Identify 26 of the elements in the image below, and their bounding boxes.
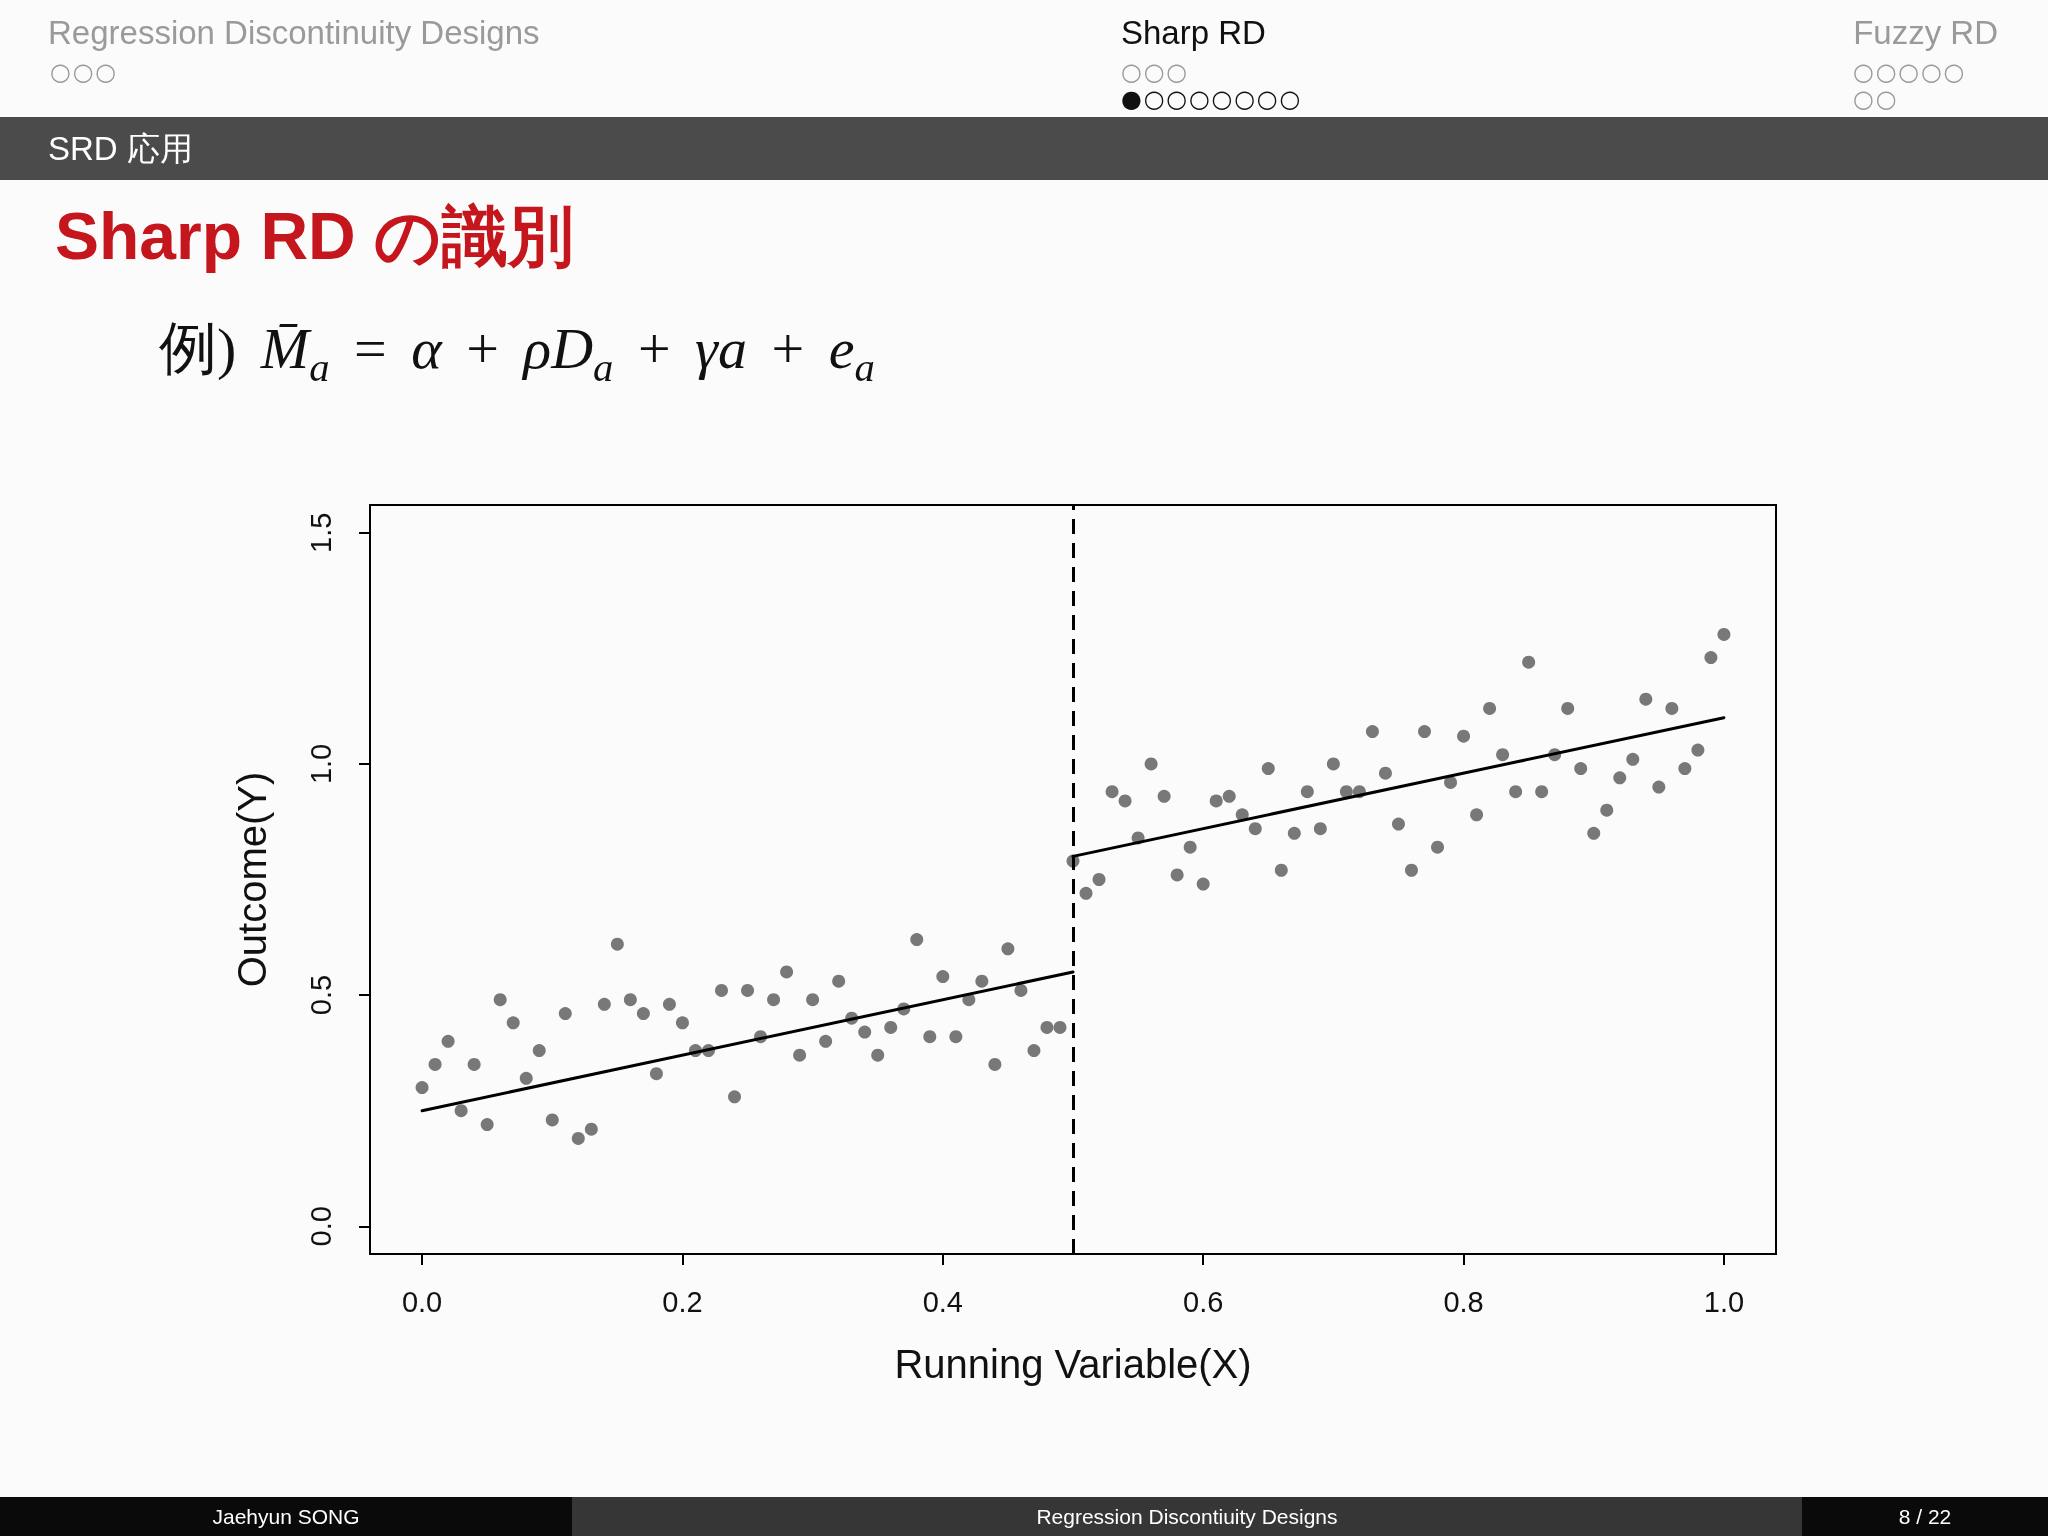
text: ○○: [1853, 85, 1899, 113]
chart-title: Sharp RD の識別: [55, 199, 575, 273]
x-tick-label: 0.0: [401, 1285, 443, 1318]
text: 例) M̄$_{a}$ = α + ρD$_{a}$ + γa + e$_{a}$: [159, 316, 875, 390]
text: ○○○: [1121, 58, 1189, 86]
y-axis-title: Outcome(Y): [230, 771, 274, 988]
x-tick-label: 0.8: [1443, 1285, 1484, 1318]
text: SRD 応用: [48, 130, 193, 167]
y-tick-label: 0.5: [304, 974, 337, 1016]
text: Jaehyun SONG: [211, 1505, 361, 1528]
x-tick-label: 1.0: [1703, 1285, 1745, 1318]
text: ○○○○○: [1853, 58, 1967, 86]
x-tick-label: 0.2: [662, 1285, 703, 1318]
text: Sharp RD: [1121, 14, 1266, 51]
y-tick-label: 1.5: [304, 512, 337, 553]
x-tick-label: 0.4: [922, 1285, 963, 1318]
y-tick-label: 1.0: [304, 743, 337, 785]
x-axis-title: Running Variable(X): [894, 1342, 1252, 1386]
text: ○○○: [50, 58, 118, 86]
text: Fuzzy RD: [1853, 14, 1998, 51]
text: 8 / 22: [1897, 1505, 1953, 1528]
text: Regression Discontinuity Designs: [48, 14, 540, 51]
y-tick-label: 0.0: [304, 1206, 337, 1247]
text: ●○○○○○○○: [1121, 85, 1303, 113]
text: Regression Discontiuity Designs: [1035, 1505, 1339, 1528]
x-tick-label: 0.6: [1183, 1285, 1224, 1318]
